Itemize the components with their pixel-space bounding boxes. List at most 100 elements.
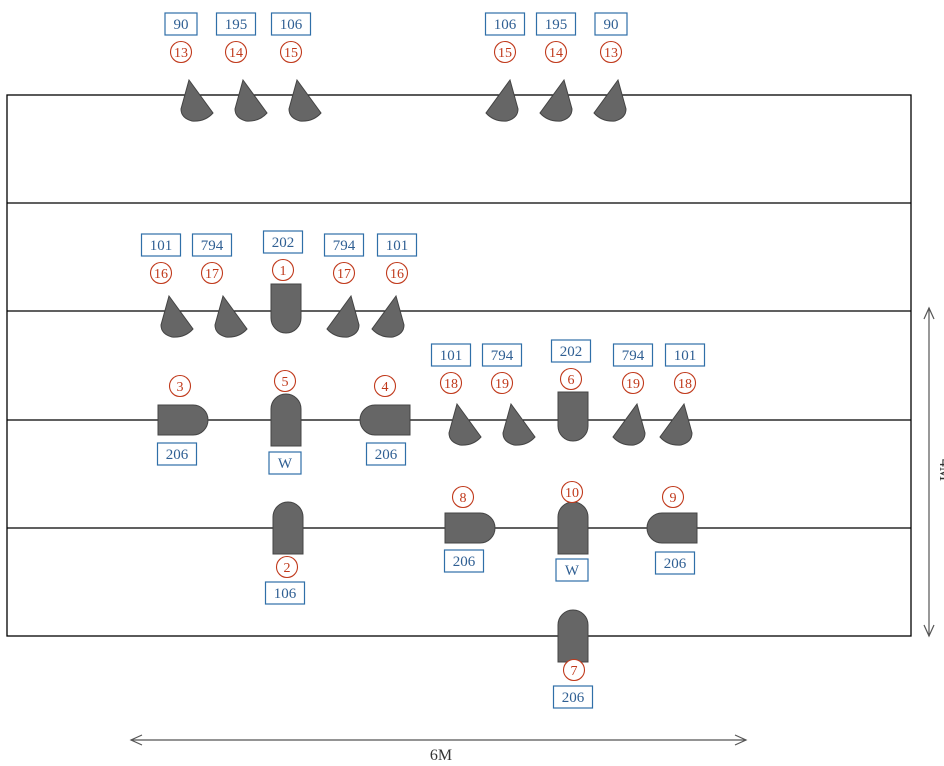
fan-right-fixture-icon xyxy=(371,294,405,338)
number-label: 16 xyxy=(390,267,404,282)
code-box xyxy=(594,12,628,36)
bullet-right-fixture-icon xyxy=(444,512,496,544)
number-circle xyxy=(373,374,397,398)
fan-left-fixture-icon xyxy=(214,294,248,338)
code-box xyxy=(481,343,523,367)
bullet-right-fixture-icon xyxy=(157,404,209,436)
code-box xyxy=(262,230,304,254)
fixture: 101 18 xyxy=(659,343,706,446)
code-box xyxy=(191,233,233,257)
number-label: 9 xyxy=(670,491,677,506)
code-box xyxy=(552,685,594,709)
number-circle xyxy=(621,371,645,395)
code-box xyxy=(430,343,472,367)
number-label: 16 xyxy=(154,267,168,282)
code-box xyxy=(215,12,257,36)
fixture: 195 14 xyxy=(215,12,268,122)
fixture: 101 16 xyxy=(140,233,194,338)
fixture: 106 15 xyxy=(484,12,526,122)
code-label: 794 xyxy=(333,238,356,254)
number-circle xyxy=(562,658,586,682)
fan-left-fixture-icon xyxy=(180,78,214,122)
number-label: 7 xyxy=(571,664,578,679)
bullet-up-fixture-icon xyxy=(272,501,304,555)
number-circle xyxy=(224,40,248,64)
code-label: 206 xyxy=(166,447,189,463)
number-circle xyxy=(560,480,584,504)
fan-right-fixture-icon xyxy=(659,402,693,446)
code-box xyxy=(484,12,526,36)
code-label: 106 xyxy=(280,17,303,33)
bullet-up-fixture-icon xyxy=(270,393,302,447)
number-label: 13 xyxy=(174,46,188,61)
fan-left-fixture-icon xyxy=(160,294,194,338)
height-dimension: 4M xyxy=(923,306,944,638)
number-label: 5 xyxy=(282,375,289,390)
fan-left-fixture-icon xyxy=(234,78,268,122)
fixtures-layer: 9013195141061510615195149013101167941720… xyxy=(140,12,706,709)
code-box xyxy=(555,558,589,582)
fixture: 106 2 xyxy=(264,501,306,605)
stage-grid xyxy=(6,94,912,637)
code-box xyxy=(156,442,198,466)
code-label: 106 xyxy=(494,17,517,33)
number-circle xyxy=(599,40,623,64)
fixture: 101 16 xyxy=(371,233,418,338)
number-label: 6 xyxy=(568,373,575,388)
bullet-left-fixture-icon xyxy=(359,404,411,436)
bullet-up-fixture-icon xyxy=(557,609,589,663)
number-label: 14 xyxy=(549,46,563,61)
fixture: 794 17 xyxy=(323,233,365,338)
code-box xyxy=(264,581,306,605)
number-circle xyxy=(451,485,475,509)
number-label: 15 xyxy=(284,46,298,61)
code-box xyxy=(535,12,577,36)
number-circle xyxy=(168,374,192,398)
number-label: 15 xyxy=(498,46,512,61)
number-circle xyxy=(661,485,685,509)
code-label: 106 xyxy=(274,586,297,602)
code-box xyxy=(612,343,654,367)
fixture: 195 14 xyxy=(535,12,577,122)
number-circle xyxy=(439,371,463,395)
code-label: 794 xyxy=(622,348,645,364)
code-label: 206 xyxy=(562,690,585,706)
number-circle xyxy=(169,40,193,64)
number-label: 10 xyxy=(565,486,579,501)
number-circle xyxy=(149,261,173,285)
code-label: 195 xyxy=(225,17,248,33)
number-circle xyxy=(200,261,224,285)
number-label: 8 xyxy=(460,491,467,506)
number-circle xyxy=(332,261,356,285)
number-label: 13 xyxy=(604,46,618,61)
stage-outline xyxy=(6,94,912,637)
number-circle xyxy=(544,40,568,64)
number-label: 17 xyxy=(205,267,219,282)
code-label: W xyxy=(278,456,293,472)
fixture: W 10 xyxy=(555,480,589,582)
code-box xyxy=(270,12,312,36)
number-label: 17 xyxy=(337,267,351,282)
fan-right-fixture-icon xyxy=(539,78,573,122)
code-box xyxy=(550,339,592,363)
width-label: 6M xyxy=(430,747,452,764)
fixture: 90 13 xyxy=(593,12,628,122)
number-label: 3 xyxy=(177,380,184,395)
fan-right-fixture-icon xyxy=(593,78,627,122)
code-label: 202 xyxy=(272,235,295,251)
number-label: 19 xyxy=(495,377,509,392)
bullet-left-fixture-icon xyxy=(646,512,698,544)
number-label: 18 xyxy=(678,377,692,392)
code-box xyxy=(443,549,485,573)
code-label: 101 xyxy=(386,238,409,254)
fixture: 794 19 xyxy=(612,343,654,446)
number-label: 14 xyxy=(229,46,243,61)
code-box xyxy=(654,551,696,575)
width-dimension: 6M xyxy=(129,734,748,764)
